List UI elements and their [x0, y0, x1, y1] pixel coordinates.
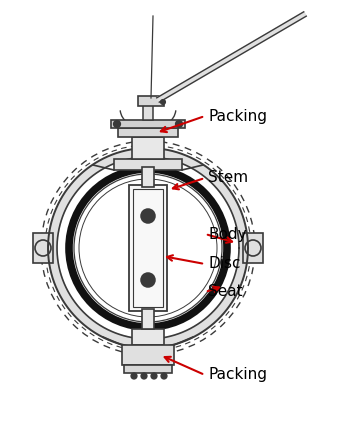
Bar	[243, 233, 263, 263]
Circle shape	[161, 373, 167, 379]
Bar	[122, 345, 174, 365]
Circle shape	[141, 373, 147, 379]
Circle shape	[113, 121, 121, 127]
Bar	[111, 120, 185, 128]
Bar	[132, 137, 164, 159]
Text: Seat: Seat	[208, 285, 243, 299]
Text: Packing: Packing	[208, 109, 267, 124]
Bar	[142, 167, 154, 187]
Circle shape	[131, 373, 137, 379]
Bar	[142, 309, 154, 329]
Circle shape	[160, 99, 165, 104]
Text: Packing: Packing	[208, 368, 267, 382]
Text: Body: Body	[208, 226, 247, 242]
Circle shape	[141, 273, 155, 287]
Bar	[33, 233, 53, 263]
Text: Stem: Stem	[208, 170, 248, 186]
Circle shape	[141, 209, 155, 223]
Bar	[124, 365, 172, 373]
Bar	[133, 189, 163, 307]
Circle shape	[151, 373, 157, 379]
Bar	[129, 185, 167, 311]
Text: Disc: Disc	[208, 256, 241, 272]
Circle shape	[175, 121, 183, 127]
Bar	[114, 159, 182, 170]
Bar	[138, 96, 164, 106]
Polygon shape	[157, 12, 306, 102]
Bar	[132, 329, 164, 345]
Bar	[143, 104, 153, 120]
Polygon shape	[48, 148, 248, 348]
Bar	[118, 128, 178, 137]
